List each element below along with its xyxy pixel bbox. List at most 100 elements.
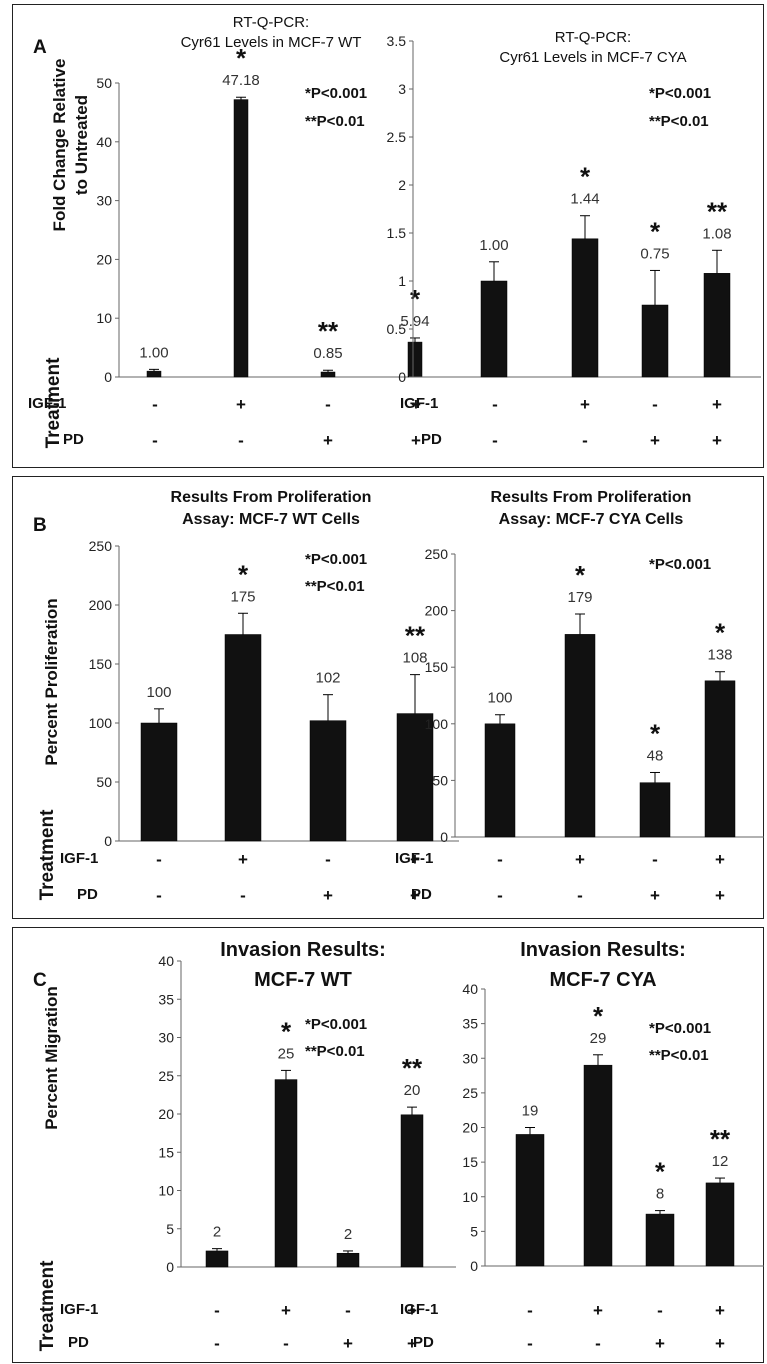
treatment-sign: +	[407, 1301, 417, 1320]
panel-a: A Fold Change Relative to Untreated Treatme…	[12, 4, 764, 468]
bar	[480, 280, 508, 378]
significance-legend: **P<0.01	[305, 1043, 365, 1060]
y-tick-label: 250	[425, 546, 449, 562]
data-label: 0.75	[640, 245, 669, 262]
data-label: 179	[567, 589, 592, 606]
y-tick-label: 200	[89, 597, 113, 613]
data-label: 5.94	[400, 313, 429, 330]
y-tick-label: 150	[425, 659, 449, 675]
treatment-sign: -	[214, 1334, 220, 1353]
significance-legend: *P<0.001	[649, 85, 711, 102]
panel-c: C Percent Migration Treatment Invasion Resu…	[12, 927, 764, 1363]
treatment-sign: +	[281, 1301, 291, 1320]
y-axis-label-line: to Untreated	[72, 95, 91, 195]
treatment-sign: +	[238, 850, 248, 869]
treatment-sign: +	[655, 1334, 665, 1353]
data-label: 1.08	[702, 225, 731, 242]
treatment-row-label: PD	[411, 886, 432, 903]
treatment-sign: -	[595, 1334, 601, 1353]
bar	[336, 1252, 360, 1268]
panel-letter: A	[33, 37, 47, 58]
chart-wt: RT-Q-PCR:Cyr61 Levels in MCF-7 WT0102030…	[28, 14, 459, 450]
bar	[224, 634, 262, 842]
treatment-row-label: PD	[413, 1334, 434, 1351]
y-tick-label: 20	[96, 251, 112, 267]
y-tick-label: 20	[158, 1106, 174, 1122]
significance-marker: **	[710, 1124, 731, 1154]
treatment-side-label: Treatment	[43, 357, 64, 448]
y-tick-label: 15	[158, 1144, 174, 1160]
treatment-row-label: IGF-1	[400, 395, 438, 412]
treatment-sign: -	[492, 431, 498, 450]
y-tick-label: 250	[89, 538, 113, 554]
y-tick-label: 2.5	[387, 129, 407, 145]
significance-legend: *P<0.001	[649, 556, 711, 573]
treatment-sign: +	[343, 1334, 353, 1353]
bar	[645, 1213, 675, 1267]
treatment-row-label: IGF-1	[60, 1301, 98, 1318]
treatment-sign: +	[410, 886, 420, 905]
chart-wt: Invasion Results: MCF-7 WT 0 5 10 15 20 25 30 35 4…	[60, 939, 456, 1353]
panel-letter: B	[33, 515, 47, 536]
treatment-sign: +	[580, 395, 590, 414]
data-label: 25	[278, 1045, 295, 1062]
y-tick-label: 3.5	[387, 33, 407, 49]
bar	[400, 1114, 424, 1268]
treatment-sign: -	[238, 431, 244, 450]
significance-marker: *	[575, 560, 586, 590]
treatment-sign: +	[715, 886, 725, 905]
treatment-sign: -	[527, 1334, 533, 1353]
y-tick-label: 35	[158, 991, 174, 1007]
y-tick-label: 50	[432, 772, 448, 788]
significance-legend: *P<0.001	[305, 85, 367, 102]
data-label: 19	[522, 1103, 539, 1120]
bar	[320, 371, 336, 378]
significance-marker: *	[650, 216, 661, 246]
data-label: 29	[590, 1030, 607, 1047]
chart-title: Invasion Results:	[520, 939, 686, 961]
bar	[583, 1064, 613, 1267]
y-tick-label: 0	[440, 829, 448, 845]
treatment-sign: +	[715, 1334, 725, 1353]
y-axis-label-line: Percent Proliferation	[42, 598, 61, 765]
treatment-sign: +	[715, 850, 725, 869]
treatment-sign: +	[411, 431, 421, 450]
treatment-sign: +	[575, 850, 585, 869]
treatment-sign: -	[152, 395, 158, 414]
data-label: 47.18	[222, 72, 260, 89]
y-tick-label: 35	[462, 1016, 478, 1032]
y-tick-label: 10	[96, 310, 112, 326]
treatment-sign: +	[650, 886, 660, 905]
treatment-sign: -	[240, 886, 246, 905]
treatment-sign: +	[323, 431, 333, 450]
treatment-row-label: IGF-1	[60, 850, 98, 867]
treatment-sign: -	[527, 1301, 533, 1320]
chart-title: Cyr61 Levels in MCF-7 CYA	[499, 49, 686, 66]
chart-title: Invasion Results:	[220, 939, 386, 961]
bar	[309, 720, 347, 842]
y-tick-label: 0.5	[387, 321, 407, 337]
y-tick-label: 1	[398, 273, 406, 289]
bar	[396, 713, 434, 842]
treatment-sign: +	[410, 850, 420, 869]
treatment-sign: +	[593, 1301, 603, 1320]
chart-cya: RT-Q-PCR: Cyr61 Levels in MCF-7 CYA 0 0.5 1 1…	[387, 29, 761, 450]
bar	[515, 1134, 545, 1267]
bar	[564, 634, 596, 838]
y-tick-label: 100	[89, 715, 113, 731]
y-tick-label: 1.5	[387, 225, 407, 241]
y-tick-label: 50	[96, 75, 112, 91]
treatment-sign: -	[492, 395, 498, 414]
significance-marker: **	[405, 621, 426, 651]
significance-marker: *	[593, 1001, 604, 1031]
significance-marker: *	[281, 1016, 292, 1046]
y-tick-label: 25	[462, 1085, 478, 1101]
y-tick-label: 10	[158, 1183, 174, 1199]
treatment-sign: +	[715, 1301, 725, 1320]
bar	[274, 1079, 298, 1268]
chart-title: RT-Q-PCR:	[555, 29, 631, 46]
significance-marker: **	[318, 316, 339, 346]
treatment-sign: -	[325, 395, 331, 414]
significance-marker: *	[236, 43, 247, 73]
